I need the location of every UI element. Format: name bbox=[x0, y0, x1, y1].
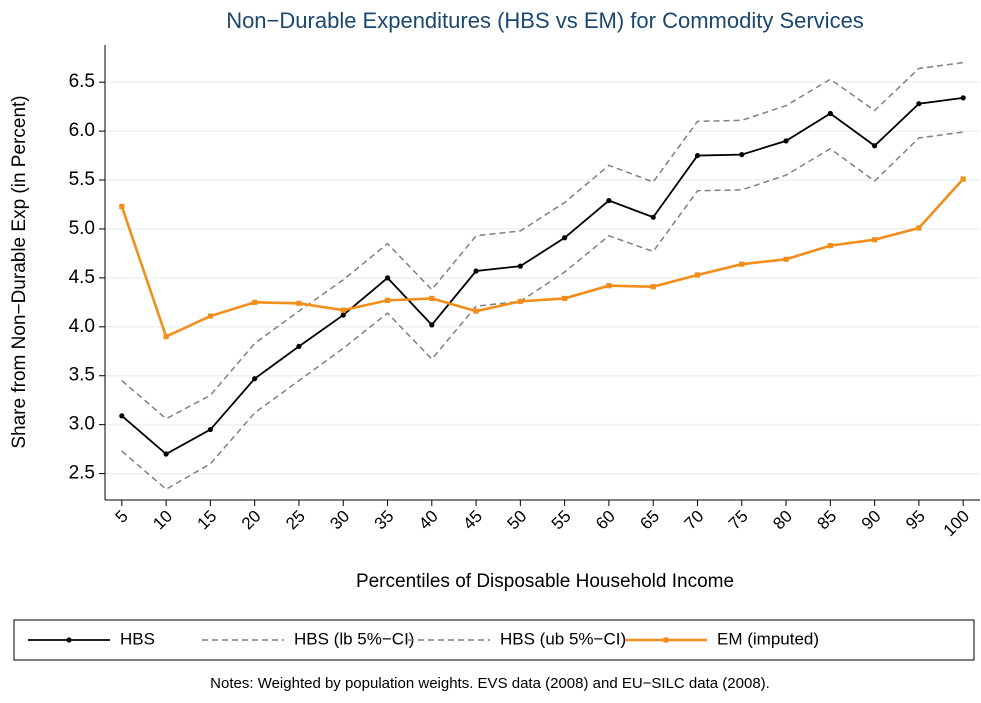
y-tick-label: 3.0 bbox=[69, 414, 95, 435]
point bbox=[562, 235, 568, 241]
point bbox=[252, 376, 258, 382]
x-tick-label: 25 bbox=[282, 507, 309, 534]
point bbox=[650, 214, 656, 220]
y-tick-label: 5.0 bbox=[69, 218, 95, 239]
x-tick-label: 80 bbox=[769, 507, 796, 534]
x-tick-label: 75 bbox=[725, 507, 752, 534]
legend-label: HBS (lb 5%−CI) bbox=[294, 629, 414, 648]
x-tick-label: 70 bbox=[681, 507, 708, 534]
point bbox=[827, 242, 833, 249]
point bbox=[739, 151, 745, 158]
y-tick-label: 6.0 bbox=[69, 120, 95, 141]
chart-title: Non−Durable Expenditures (HBS vs EM) for… bbox=[226, 8, 864, 33]
x-tick-label: 30 bbox=[326, 507, 353, 534]
legend-label: HBS (ub 5%−CI) bbox=[500, 629, 626, 648]
x-tick-label: 100 bbox=[940, 507, 973, 540]
point bbox=[163, 451, 169, 457]
y-axis-label: Share from Non−Durable Exp (in Percent) bbox=[9, 95, 30, 448]
legend-label: HBS bbox=[120, 629, 155, 648]
point bbox=[473, 308, 479, 314]
point bbox=[872, 143, 878, 149]
point bbox=[872, 237, 878, 243]
point bbox=[783, 138, 789, 144]
point bbox=[163, 333, 169, 340]
legend-label: EM (imputed) bbox=[717, 629, 819, 648]
point bbox=[119, 413, 125, 419]
point bbox=[207, 426, 213, 433]
x-tick-label: 20 bbox=[238, 507, 265, 534]
x-tick-label: 10 bbox=[149, 507, 176, 534]
point bbox=[562, 295, 568, 302]
point bbox=[783, 256, 789, 262]
point bbox=[694, 272, 701, 278]
x-tick-label: 15 bbox=[194, 507, 221, 534]
point bbox=[916, 225, 922, 231]
x-tick-label: 45 bbox=[459, 507, 486, 534]
x-axis-label: Percentiles of Disposable Household Inco… bbox=[356, 571, 734, 592]
x-tick-label: 40 bbox=[415, 507, 442, 534]
x-tick-label: 90 bbox=[858, 507, 885, 534]
y-tick-label: 6.5 bbox=[69, 71, 95, 92]
series-line bbox=[121, 61, 964, 420]
legend-marker bbox=[663, 637, 669, 643]
point bbox=[827, 110, 833, 117]
y-tick-label: 4.0 bbox=[69, 316, 95, 337]
point bbox=[384, 297, 391, 303]
point bbox=[916, 101, 922, 107]
series-line bbox=[120, 178, 965, 339]
x-tick-label: 65 bbox=[636, 507, 663, 534]
point bbox=[960, 176, 966, 182]
point bbox=[473, 268, 479, 274]
legend-box bbox=[13, 619, 975, 661]
point bbox=[429, 295, 435, 302]
point bbox=[517, 298, 523, 304]
point bbox=[119, 203, 125, 210]
point bbox=[606, 197, 612, 204]
x-tick-label: 5 bbox=[112, 507, 132, 527]
x-tick-label: 85 bbox=[814, 507, 841, 534]
point bbox=[606, 283, 612, 289]
point bbox=[252, 299, 258, 305]
y-tick-label: 3.5 bbox=[69, 365, 95, 386]
point bbox=[650, 284, 656, 290]
x-tick-label: 60 bbox=[592, 507, 619, 534]
series-line bbox=[121, 96, 964, 456]
point bbox=[960, 95, 966, 101]
point bbox=[340, 307, 346, 313]
x-tick-label: 35 bbox=[371, 507, 398, 534]
point bbox=[517, 263, 523, 269]
y-tick-label: 5.5 bbox=[69, 169, 95, 190]
point bbox=[739, 261, 745, 267]
x-tick-label: 50 bbox=[504, 507, 531, 534]
point bbox=[429, 322, 435, 328]
series-line bbox=[121, 131, 964, 491]
point bbox=[340, 312, 346, 318]
y-tick-label: 4.5 bbox=[69, 267, 95, 288]
point bbox=[384, 275, 391, 281]
x-tick-label: 95 bbox=[902, 507, 929, 534]
y-tick-label: 2.5 bbox=[69, 463, 95, 484]
note: Notes: Weighted by population weights. E… bbox=[210, 675, 770, 692]
x-tick-label: 55 bbox=[548, 507, 575, 534]
point bbox=[296, 300, 302, 306]
point bbox=[207, 313, 213, 319]
point bbox=[296, 343, 302, 349]
point bbox=[694, 152, 701, 159]
legend-marker bbox=[66, 637, 72, 643]
